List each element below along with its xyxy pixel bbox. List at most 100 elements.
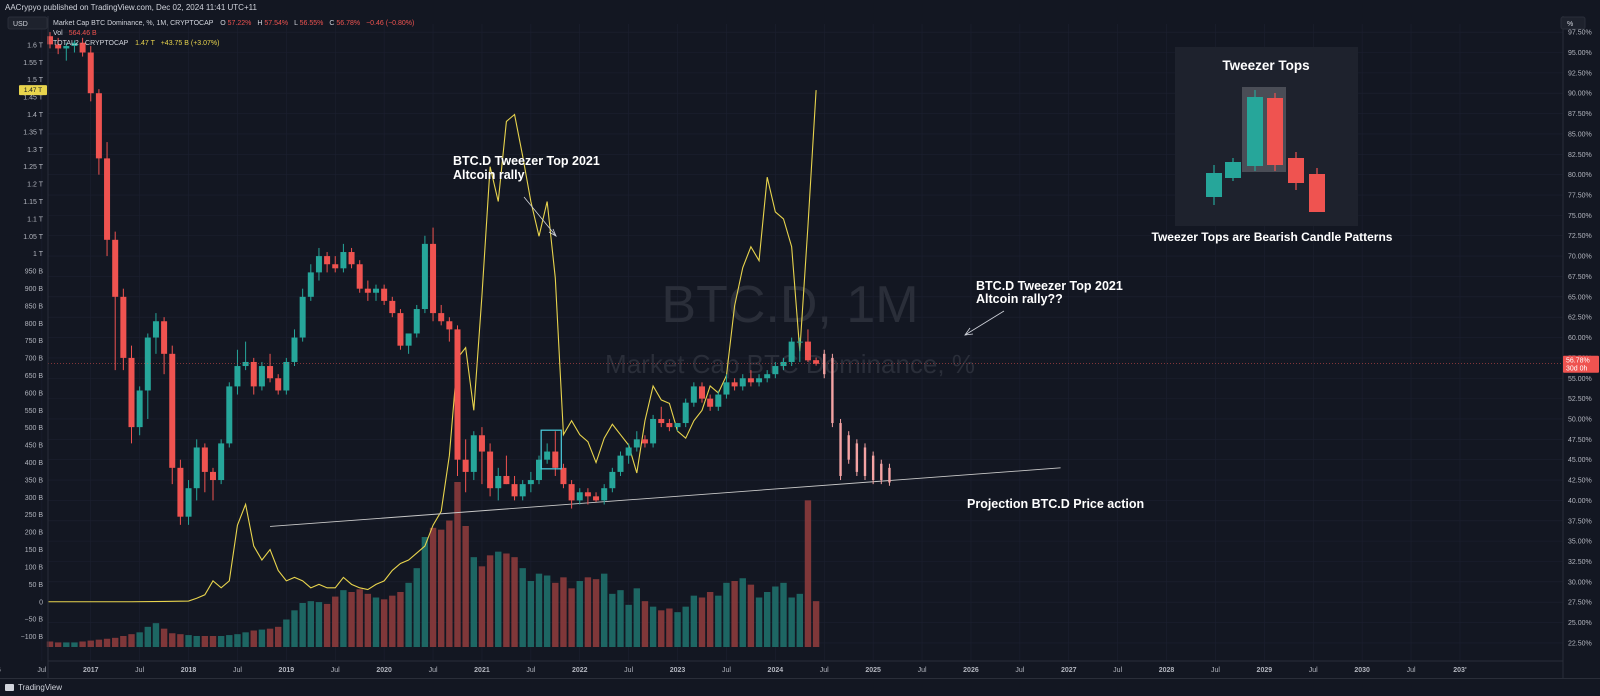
right-axis-tick: 27.50% bbox=[1568, 600, 1592, 607]
legend-vol-value: 564.46 B bbox=[69, 30, 97, 37]
volume-bar bbox=[592, 579, 600, 647]
inset-candle-2 bbox=[1225, 162, 1241, 178]
time-axis-tick: 2021 bbox=[474, 667, 490, 674]
left-axis-tick: 800 B bbox=[25, 321, 44, 328]
legend-o-value: 57.22% bbox=[228, 20, 252, 27]
time-axis-tick: 2024 bbox=[768, 667, 784, 674]
candle-body bbox=[788, 341, 795, 362]
candle-body bbox=[332, 264, 339, 269]
volume-bar bbox=[625, 604, 632, 647]
projection-body bbox=[855, 443, 859, 472]
inset-title: Tweezer Tops bbox=[1222, 58, 1309, 73]
candle-body bbox=[291, 337, 298, 362]
legend-vol-label: Vol bbox=[53, 30, 63, 37]
volume-bar bbox=[617, 590, 624, 647]
candle-body bbox=[804, 341, 811, 361]
right-axis-tick: 62.50% bbox=[1568, 315, 1592, 322]
time-axis-tick: Jul bbox=[526, 667, 535, 674]
time-axis-tick: 2026 bbox=[963, 667, 979, 674]
left-axis-tick: 150 B bbox=[25, 547, 44, 554]
volume-bar bbox=[209, 636, 217, 647]
volume-bar bbox=[389, 595, 396, 647]
time-axis-tick: Jul bbox=[624, 667, 633, 674]
volume-bar bbox=[112, 637, 119, 647]
right-axis-tick: 97.50% bbox=[1568, 30, 1592, 37]
current-price-badge bbox=[1563, 355, 1599, 373]
time-axis-tick: Jul bbox=[722, 667, 731, 674]
right-axis-tick: 87.50% bbox=[1568, 111, 1592, 118]
volume-bar bbox=[772, 586, 779, 647]
footer-brand[interactable]: TradingView bbox=[18, 683, 63, 692]
left-axis-tick: 1.45 T bbox=[23, 95, 43, 102]
volume-bar bbox=[258, 629, 266, 647]
time-axis-tick: Jul bbox=[1113, 667, 1122, 674]
percent-unit-label: % bbox=[1567, 21, 1573, 28]
volume-bar bbox=[128, 634, 135, 647]
volume-bar bbox=[446, 520, 453, 647]
candle-body bbox=[519, 484, 526, 497]
projection-body bbox=[863, 447, 867, 476]
candle-body bbox=[723, 382, 730, 395]
annotation-2024-line2: Altcoin rally?? bbox=[976, 292, 1063, 306]
volume-bar bbox=[584, 577, 592, 647]
volume-bar bbox=[421, 537, 429, 647]
time-axis-tick: 2028 bbox=[1159, 667, 1175, 674]
time-axis-tick: Jul bbox=[233, 667, 242, 674]
chart-area[interactable]: BTC.D, 1M Market Cap BTC Dominance, % 1.… bbox=[0, 16, 1600, 678]
legend-ohlc-line: Market Cap BTC Dominance, %, 1M, CRYPTOC… bbox=[53, 20, 414, 27]
candle-body bbox=[120, 296, 127, 358]
volume-bar bbox=[307, 601, 314, 647]
candle-body bbox=[79, 42, 86, 53]
right-axis: 97.50% 95.00% 92.50% 90.00% 87.50% 85.00% 82.5… bbox=[1562, 16, 1592, 678]
volume-bar bbox=[46, 641, 54, 647]
projection-body bbox=[871, 455, 875, 481]
volume-bar bbox=[380, 599, 388, 647]
watermark-symbol: BTC.D, 1M bbox=[661, 276, 918, 334]
right-axis-tick: 95.00% bbox=[1568, 50, 1592, 57]
right-axis-tick: 92.50% bbox=[1568, 70, 1592, 77]
legend-l-value: 56.55% bbox=[300, 20, 324, 27]
volume-bar bbox=[527, 581, 535, 647]
volume-bar bbox=[340, 590, 347, 647]
legend-h-label: H bbox=[257, 20, 262, 27]
volume-bar bbox=[120, 636, 127, 647]
candle-body bbox=[487, 451, 494, 489]
currency-box[interactable] bbox=[7, 16, 48, 30]
volume-bar bbox=[185, 635, 192, 647]
volume-bar bbox=[144, 626, 151, 647]
candle-body bbox=[242, 361, 249, 367]
candle-body bbox=[348, 252, 355, 265]
right-axis-tick: 60.00% bbox=[1568, 335, 1592, 342]
candle-body bbox=[267, 366, 274, 379]
left-axis-tick: 650 B bbox=[25, 373, 44, 380]
volume-bar bbox=[177, 634, 184, 647]
left-axis-tick: 50 B bbox=[29, 582, 44, 589]
candle-body bbox=[682, 402, 689, 424]
left-axis-tick: 850 B bbox=[25, 303, 44, 310]
volume-bars bbox=[46, 482, 820, 647]
candle-body bbox=[658, 418, 665, 424]
volume-bar bbox=[495, 551, 502, 647]
volume-bar bbox=[478, 566, 486, 647]
right-axis-tick: 25.00% bbox=[1568, 620, 1592, 627]
time-axis-tick: Jul bbox=[429, 667, 438, 674]
candles bbox=[47, 32, 820, 525]
volume-bar bbox=[323, 603, 331, 647]
footer: TradingView bbox=[0, 678, 1600, 695]
unit-box[interactable] bbox=[1560, 16, 1586, 30]
legend-total2-line: TOTAL2 · CRYPTOCAP 1.47 T +43.75 B (+3.0… bbox=[53, 40, 219, 47]
candle-body bbox=[373, 288, 379, 293]
projection-candles bbox=[823, 349, 891, 486]
volume-bar bbox=[641, 601, 649, 647]
annotation-2021-line1: BTC.D Tweezer Top 2021 bbox=[453, 154, 600, 168]
candle-body bbox=[446, 321, 453, 330]
right-axis-tick: 42.50% bbox=[1568, 478, 1592, 485]
volume-bar bbox=[348, 592, 355, 647]
current-price-value: 56.78% bbox=[1566, 357, 1590, 364]
left-axis-tick: 950 B bbox=[25, 269, 44, 276]
volume-bar bbox=[356, 589, 363, 647]
candle-body bbox=[495, 475, 502, 489]
candle-body bbox=[715, 394, 722, 407]
support-trendline bbox=[270, 467, 1061, 527]
legend-total2-value: 1.47 T bbox=[135, 40, 155, 47]
